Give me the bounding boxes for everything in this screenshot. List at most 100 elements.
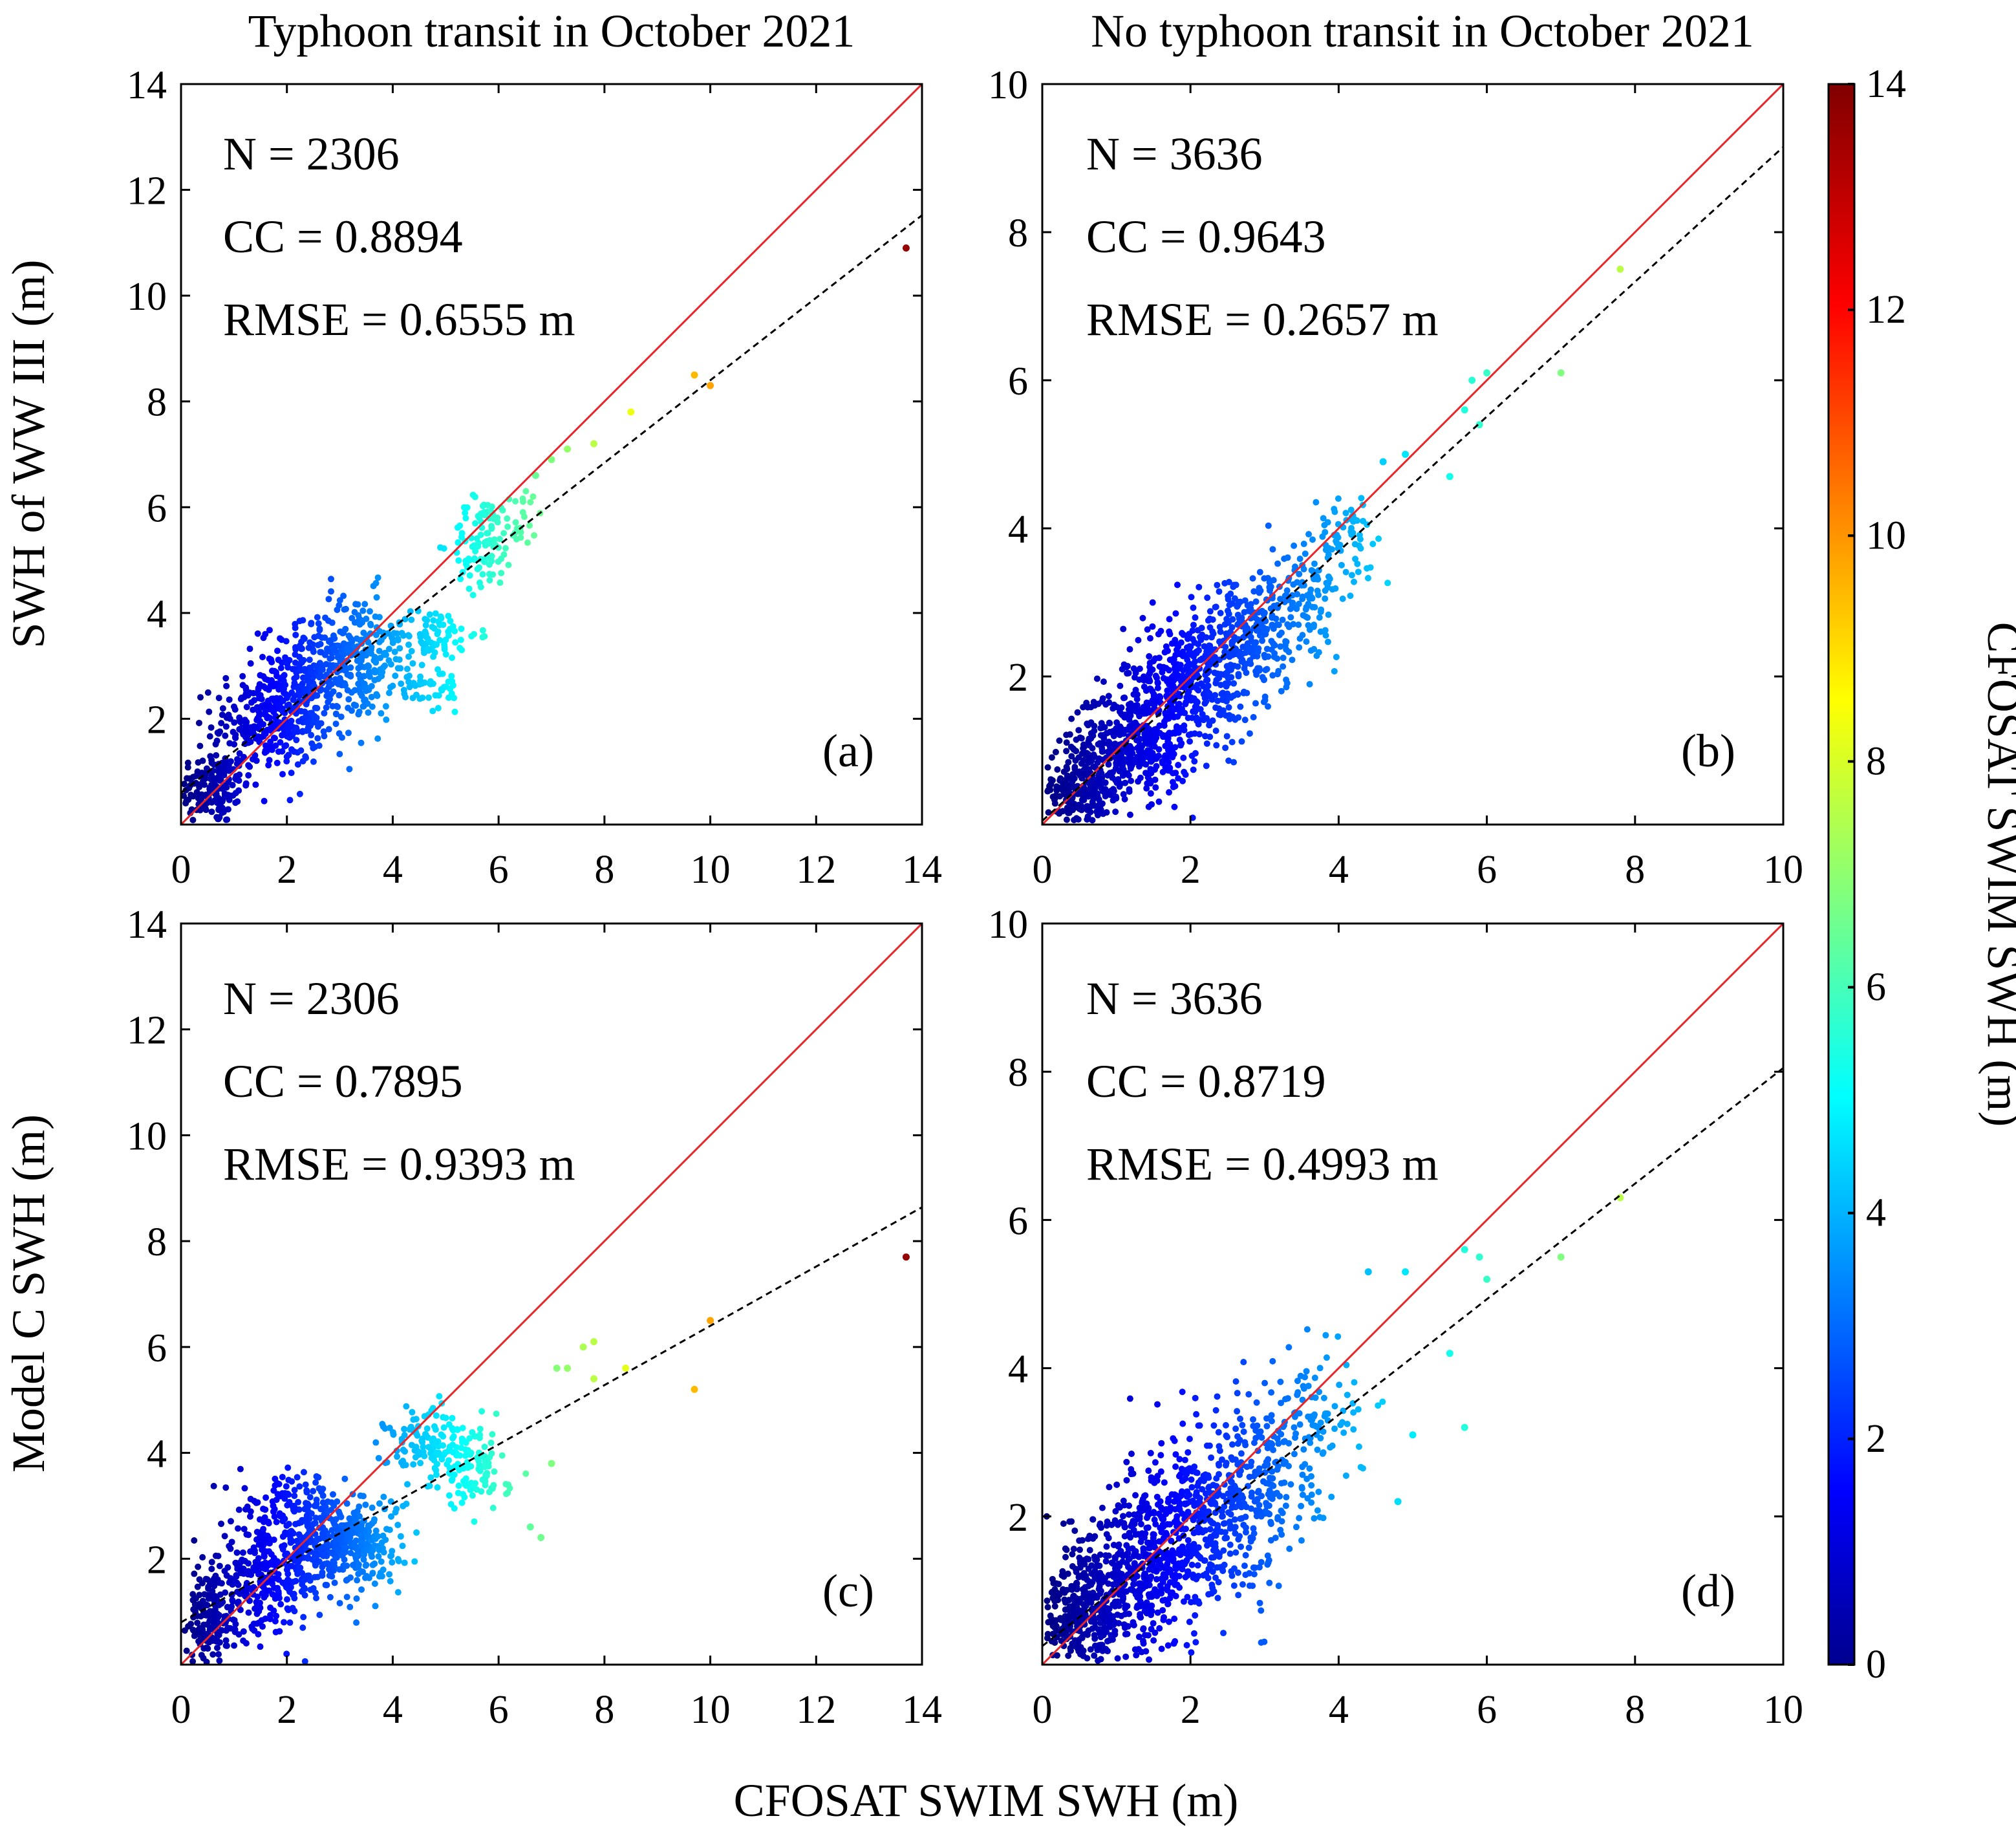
scatter-point — [1110, 730, 1117, 737]
scatter-point — [445, 1457, 452, 1464]
scatter-point — [368, 643, 375, 651]
scatter-point — [387, 661, 394, 668]
scatter-point — [278, 636, 285, 643]
scatter-point — [433, 1460, 440, 1467]
scatter-point — [409, 1409, 416, 1416]
scatter-point — [1095, 1647, 1102, 1654]
scatter-point — [351, 1513, 358, 1520]
scatter-point — [1197, 706, 1204, 713]
scatter-point — [438, 615, 445, 622]
scatter-point — [1170, 783, 1177, 790]
scatter-point — [200, 1612, 208, 1619]
scatter-point — [1152, 673, 1159, 680]
scatter-point — [1165, 759, 1172, 766]
scatter-point — [324, 1560, 331, 1567]
scatter-point — [1176, 737, 1183, 744]
scatter-point — [1258, 1607, 1265, 1614]
scatter-point — [239, 1549, 246, 1556]
scatter-point — [483, 1472, 490, 1479]
scatter-point — [476, 1462, 483, 1469]
y-tick-label: 4 — [147, 1432, 167, 1476]
scatter-point — [477, 583, 484, 590]
scatter-point — [1195, 1479, 1202, 1486]
scatter-point — [1053, 1623, 1060, 1630]
scatter-point — [1109, 1632, 1116, 1639]
scatter-point — [231, 1617, 238, 1624]
scatter-point — [200, 770, 207, 777]
scatter-point — [1183, 1642, 1190, 1649]
scatter-point — [1270, 625, 1277, 632]
x-tick-label: 4 — [1329, 848, 1349, 892]
scatter-point — [1241, 1562, 1248, 1570]
scatter-point — [361, 1551, 368, 1558]
scatter-point — [366, 608, 373, 615]
scatter-point — [1160, 1523, 1167, 1530]
scatter-point — [1116, 1570, 1123, 1577]
scatter-point — [1296, 570, 1303, 578]
scatter-point — [1124, 662, 1131, 669]
scatter-point — [401, 1425, 408, 1432]
scatter-point — [352, 1542, 359, 1550]
scatter-point — [394, 1589, 402, 1596]
scatter-point — [1220, 697, 1227, 704]
stat-cc: CC = 0.7895 — [223, 1055, 463, 1107]
y-tick-label: 10 — [127, 275, 167, 319]
scatter-point — [1144, 1524, 1152, 1531]
scatter-point — [1144, 737, 1151, 744]
scatter-point — [260, 1526, 267, 1533]
scatter-point — [285, 751, 292, 759]
scatter-point — [1194, 1562, 1201, 1569]
scatter-point — [376, 638, 383, 645]
scatter-point — [1124, 670, 1131, 677]
panel-label: (b) — [1681, 725, 1735, 777]
scatter-point — [408, 647, 415, 654]
scatter-point — [1155, 746, 1163, 753]
scatter-point — [318, 1505, 325, 1512]
scatter-point — [253, 717, 261, 724]
scatter-point — [1077, 1564, 1084, 1571]
scatter-point — [1342, 568, 1349, 576]
scatter-point — [1277, 643, 1284, 650]
scatter-point — [1181, 1456, 1188, 1464]
scatter-point — [449, 682, 456, 689]
scatter-points — [1042, 924, 1783, 1665]
scatter-point — [1261, 693, 1269, 700]
scatter-point — [1192, 708, 1199, 715]
scatter-point — [1221, 1503, 1228, 1510]
scatter-point — [267, 1559, 274, 1566]
scatter-point — [181, 792, 188, 799]
scatter-point — [405, 653, 413, 660]
scatter-point — [209, 1588, 216, 1595]
scatter-point — [1179, 1545, 1186, 1552]
scatter-point — [394, 636, 402, 643]
scatter-point — [455, 557, 462, 564]
scatter-point — [1226, 601, 1233, 609]
scatter-point — [1315, 1488, 1322, 1495]
scatter-point — [449, 654, 456, 662]
scatter-point — [1203, 762, 1210, 770]
scatter-point — [264, 715, 271, 722]
scatter-point — [1355, 568, 1362, 576]
scatter-point — [389, 1548, 396, 1555]
scatter-point — [1238, 1543, 1245, 1550]
scatter-point — [245, 1609, 252, 1616]
scatter-point — [255, 686, 262, 693]
scatter-point — [330, 1559, 338, 1566]
scatter-point — [1234, 691, 1241, 698]
scatter-point — [1133, 696, 1141, 703]
scatter-point — [1053, 1652, 1060, 1659]
scatter-point — [1148, 1474, 1155, 1481]
scatter-point — [1119, 761, 1126, 768]
scatter-points — [181, 84, 922, 825]
scatter-point — [315, 632, 322, 640]
scatter-point — [1322, 627, 1329, 634]
scatter-point — [343, 1535, 350, 1542]
scatter-point — [313, 1595, 320, 1602]
scatter-point — [1230, 1565, 1238, 1572]
scatter-point — [1326, 576, 1333, 583]
scatter-point — [472, 1480, 479, 1487]
scatter-point — [474, 566, 481, 573]
scatter-point — [1166, 616, 1173, 623]
scatter-point — [1140, 1625, 1147, 1632]
